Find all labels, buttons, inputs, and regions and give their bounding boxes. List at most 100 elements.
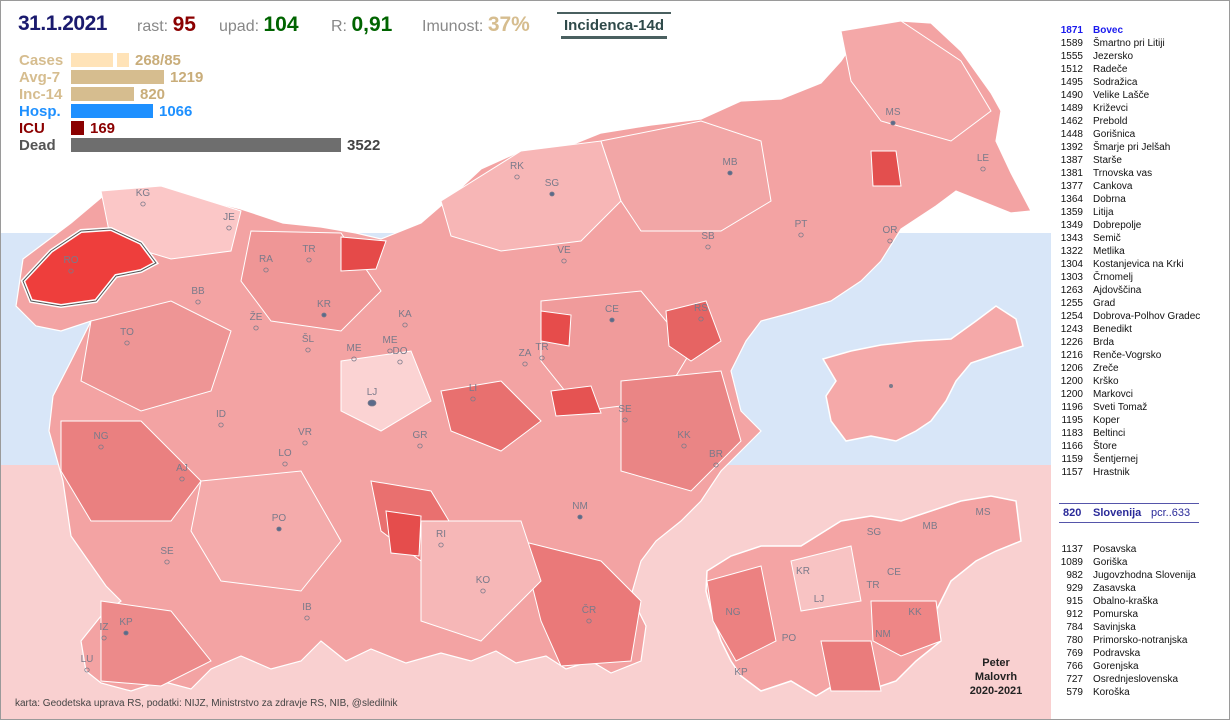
list-item-name: Sveti Tomaž	[1093, 402, 1148, 413]
municipality-label: KK	[677, 430, 691, 441]
list-item-name: Kostanjevica na Krki	[1093, 259, 1184, 270]
town-marker	[713, 462, 719, 468]
list-item-name: Jugovzhodna Slovenija	[1093, 570, 1196, 581]
list-item-name: Litija	[1093, 207, 1114, 218]
inset-region-patch	[820, 640, 882, 692]
list-item: 1166 Štore	[1059, 441, 1229, 454]
municipality-label: SE	[618, 404, 632, 415]
stat-label: Inc-14	[19, 86, 63, 103]
list-item: 1206 Zreče	[1059, 363, 1229, 376]
town-marker	[253, 325, 259, 331]
region-patch	[190, 470, 342, 592]
list-item-value: 912	[1066, 609, 1083, 620]
town-marker	[681, 443, 687, 449]
region-patch	[420, 520, 542, 642]
list-item: 1195 Koper	[1059, 415, 1229, 428]
list-item-name: Štore	[1093, 441, 1117, 452]
stat-label: Avg-7	[19, 69, 61, 86]
list-item: 1381 Trnovska vas	[1059, 168, 1229, 181]
list-item-name: Velike Lašče	[1093, 90, 1150, 101]
region-patch	[520, 540, 642, 667]
town-marker	[609, 317, 615, 323]
inset-label-group: KR SG MB MS CE TR LJ NG KK NM PO KP	[726, 507, 991, 678]
region-patch	[440, 380, 542, 452]
town-marker	[226, 225, 232, 231]
town-marker	[179, 476, 185, 482]
stat-value: 268/85	[135, 52, 181, 69]
list-item-name: Zasavska	[1093, 583, 1136, 594]
list-item-value: 1196	[1061, 402, 1083, 413]
municipality-label: TR	[535, 342, 548, 353]
inset-country-map	[821, 305, 1024, 442]
town-marker	[470, 396, 476, 402]
list-item-value: 1589	[1060, 38, 1083, 49]
list-item: 1490 Velike Lašče	[1059, 90, 1229, 103]
list-item-value: 1159	[1061, 454, 1083, 465]
r-value: 0,91	[351, 13, 393, 36]
stat-label: Hosp.	[19, 103, 61, 120]
r-indicator: R: 0,91	[331, 13, 392, 39]
list-item-value: 1303	[1060, 272, 1083, 283]
list-item-name: Šentjernej	[1093, 454, 1139, 465]
list-item: 1555 Jezersko	[1059, 51, 1229, 64]
stat-value: 169	[90, 120, 116, 137]
list-item: 1462 Prebold	[1059, 116, 1229, 129]
list-item: 1392 Šmarje pri Jelšah	[1059, 142, 1229, 155]
stat-label: ICU	[19, 120, 45, 137]
town-marker	[887, 238, 893, 244]
municipality-label: BB	[191, 286, 205, 297]
municipality-label: ŠL	[302, 332, 315, 345]
list-item-name: Ajdovščina	[1093, 285, 1142, 296]
municipality-label: RA	[259, 254, 273, 265]
list-item: 1495 Sodražica	[1059, 77, 1229, 90]
municipality-label: ČR	[582, 603, 596, 616]
town-marker	[539, 355, 545, 361]
decline-label: upad:	[219, 18, 260, 35]
town-marker	[276, 526, 282, 532]
town-marker	[218, 422, 224, 428]
list-item-value: 1512	[1060, 64, 1083, 75]
list-item-name: Jezersko	[1093, 51, 1134, 62]
list-item-value: 1137	[1061, 544, 1083, 555]
municipality-label: SB	[701, 231, 715, 242]
town-marker	[84, 667, 90, 673]
slovenia-value: 820	[1063, 507, 1082, 519]
town-marker	[164, 559, 170, 565]
municipality-label: ME	[383, 335, 398, 346]
town-marker	[321, 312, 327, 318]
growth-value: 95	[172, 13, 196, 36]
list-item: 1359 Litija	[1059, 207, 1229, 220]
list-item-value: 1381	[1060, 168, 1083, 179]
municipality-label: NM	[572, 501, 588, 512]
inset-region-label: KK	[908, 607, 922, 618]
town-marker	[980, 166, 986, 172]
list-item-value: 1343	[1060, 233, 1083, 244]
list-item: 1255 Grad	[1059, 298, 1229, 311]
town-marker	[698, 316, 704, 322]
municipality-label: ID	[216, 409, 226, 420]
municipality-label: RO	[64, 255, 79, 266]
list-item-name: Cankova	[1093, 181, 1133, 192]
stat-bar	[71, 104, 153, 118]
stat-bar	[71, 53, 113, 67]
region-patch	[840, 20, 992, 142]
list-item-value: 727	[1066, 674, 1083, 685]
town-marker	[124, 340, 130, 346]
list-item: 1089 Goriška	[1059, 557, 1229, 570]
town-marker	[140, 201, 146, 207]
list-item-name: Renče-Vogrsko	[1093, 350, 1162, 361]
municipality-label: IB	[302, 602, 312, 613]
town-marker	[727, 170, 733, 176]
town-marker	[387, 348, 393, 354]
town-marker	[577, 514, 583, 520]
list-item-value: 929	[1066, 583, 1083, 594]
region-patch	[620, 370, 742, 492]
list-item-value: 1364	[1060, 194, 1083, 205]
stat-bar	[71, 70, 164, 84]
list-item: 1871 Bovec	[1059, 25, 1229, 38]
list-item-name: Sodražica	[1093, 77, 1138, 88]
incidence-14d-tab[interactable]: Incidenca-14d	[556, 12, 672, 39]
list-item-name: Zreče	[1093, 363, 1119, 374]
